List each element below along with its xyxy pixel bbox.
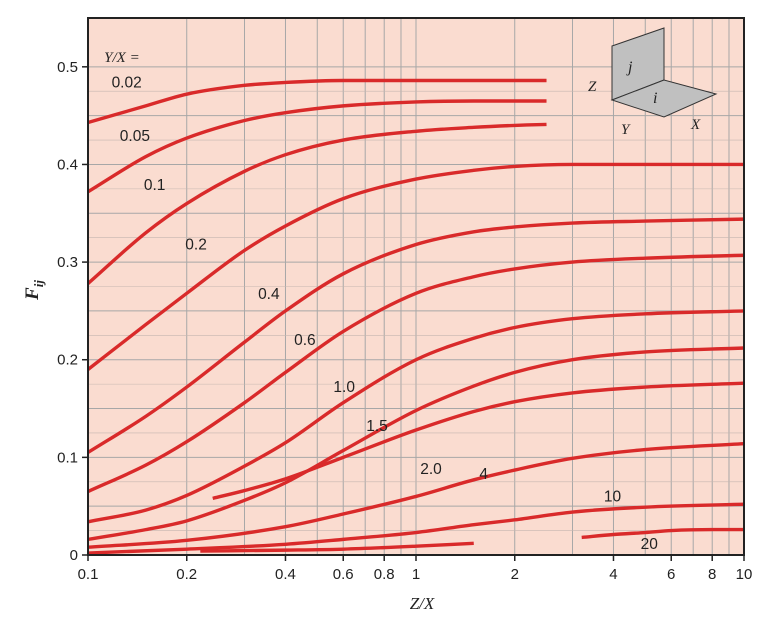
x-tick-label: 0.4 <box>275 566 296 583</box>
curve-yx-0_4 <box>87 217 745 454</box>
y-tick-label: 0.3 <box>57 254 78 271</box>
x-tick-label: 6 <box>667 566 675 583</box>
curve-label-2_0: 2.0 <box>420 461 442 478</box>
curve-label-1_5: 1.5 <box>366 418 388 435</box>
inset-label-z: Z <box>588 79 597 95</box>
curve-label-0_1: 0.1 <box>144 177 166 194</box>
y-axis-title-sub: ij <box>31 280 46 288</box>
y-tick-label: 0.5 <box>57 59 78 76</box>
x-tick-label: 0.8 <box>374 566 395 583</box>
curve-label-20: 20 <box>641 536 659 553</box>
y-axis-ticks: 0 0.1 0.2 0.3 0.4 0.5 <box>57 59 88 564</box>
x-tick-label: 4 <box>609 566 617 583</box>
legend-title: Y/X = <box>104 50 140 66</box>
curve-label-0_2: 0.2 <box>185 236 207 253</box>
curve-yx-1_5 <box>87 346 745 542</box>
curve-yx-2_0 <box>212 381 745 501</box>
x-tick-label: 8 <box>708 566 716 583</box>
x-tick-label: 0.1 <box>78 566 99 583</box>
svg-text:Fij: Fij <box>22 280 46 301</box>
inset-surface-i <box>610 79 718 118</box>
curve-label-10: 10 <box>604 488 622 505</box>
curve-label-0_05: 0.05 <box>120 128 150 145</box>
curve-yx-20 <box>581 527 744 540</box>
inset-geometry-diagram: Z j i Y X <box>588 27 718 138</box>
curve-yx-0_6 <box>87 253 745 494</box>
x-tick-label: 0.6 <box>333 566 354 583</box>
curve-yx-0_05 <box>87 99 547 194</box>
x-tick-label: 2 <box>511 566 519 583</box>
y-tick-label: 0.2 <box>57 352 78 369</box>
inset-label-i: i <box>653 90 657 107</box>
curve-yx-0_2 <box>86 162 744 371</box>
y-tick-label: 0 <box>70 547 78 564</box>
x-axis-title: Z/X <box>410 594 435 613</box>
x-tick-label: 0.2 <box>176 566 197 583</box>
inset-label-y: Y <box>621 122 631 138</box>
curve-yx-20 <box>200 541 474 553</box>
curve-label-0_02: 0.02 <box>112 74 142 91</box>
curve-label-4: 4 <box>479 466 488 483</box>
inset-label-x: X <box>690 117 701 133</box>
y-axis-title-main: F <box>22 287 43 301</box>
curve-label-0_6: 0.6 <box>294 332 316 349</box>
curve-labels: Y/X = 0.02 0.05 0.1 0.2 0.4 0.6 1.0 1.5 2.0 4 10 20 <box>104 50 658 553</box>
y-tick-label: 0.4 <box>57 156 78 173</box>
x-tick-label: 1 <box>412 566 420 583</box>
inset-label-j: j <box>626 59 633 76</box>
curve-yx-4 <box>87 441 745 549</box>
curve-yx-0_1 <box>86 122 547 285</box>
y-axis-title: Fij <box>22 280 46 301</box>
y-tick-label: 0.1 <box>57 449 78 466</box>
curve-label-0_4: 0.4 <box>258 286 280 303</box>
curve-yx-10 <box>87 502 745 555</box>
x-axis-ticks: 0.1 0.2 0.4 0.6 0.8 1 2 4 6 8 10 <box>78 555 753 583</box>
x-tick-label: 10 <box>736 566 753 583</box>
curve-yx-0_02 <box>87 78 547 125</box>
curve-yx-1_0 <box>87 309 745 524</box>
curve-label-1_0: 1.0 <box>333 379 355 396</box>
series-curves <box>86 78 745 555</box>
